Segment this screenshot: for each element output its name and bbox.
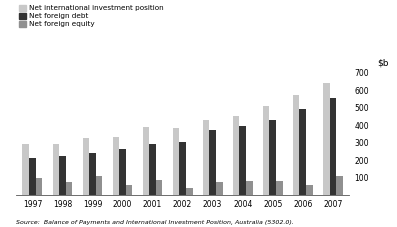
Bar — [83, 138, 89, 195]
Bar — [233, 116, 239, 195]
Bar — [323, 83, 330, 195]
Bar — [66, 182, 72, 195]
Bar — [203, 120, 209, 195]
Bar — [276, 181, 283, 195]
Bar — [156, 180, 162, 195]
Legend: Net international investment position, Net foreign debt, Net foreign equity: Net international investment position, N… — [19, 5, 164, 27]
Bar — [119, 149, 126, 195]
Bar — [270, 120, 276, 195]
Bar — [330, 98, 336, 195]
Bar — [209, 130, 216, 195]
Text: Source:  Balance of Payments and International Investment Position, Australia (5: Source: Balance of Payments and Internat… — [16, 220, 294, 225]
Bar — [113, 137, 119, 195]
Bar — [306, 185, 313, 195]
Bar — [143, 127, 149, 195]
Bar — [216, 183, 223, 195]
Bar — [263, 106, 270, 195]
Y-axis label: $b: $b — [377, 59, 388, 68]
Bar — [299, 109, 306, 195]
Bar — [186, 188, 193, 195]
Bar — [89, 153, 96, 195]
Bar — [96, 176, 102, 195]
Bar — [173, 128, 179, 195]
Bar — [336, 176, 343, 195]
Bar — [126, 185, 133, 195]
Bar — [23, 144, 29, 195]
Bar — [36, 178, 42, 195]
Bar — [59, 156, 66, 195]
Bar — [149, 144, 156, 195]
Bar — [179, 142, 186, 195]
Bar — [29, 158, 36, 195]
Bar — [239, 126, 246, 195]
Bar — [52, 143, 59, 195]
Bar — [293, 95, 299, 195]
Bar — [246, 181, 252, 195]
